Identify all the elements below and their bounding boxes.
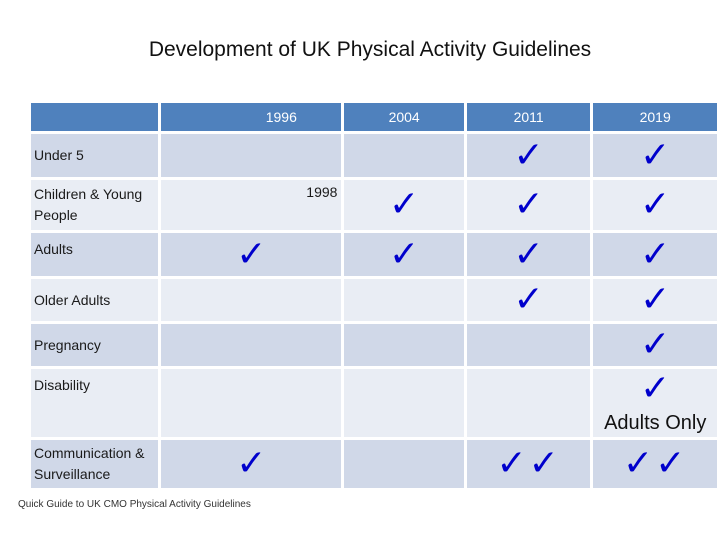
- double-check-icon: ✓✓: [496, 443, 561, 484]
- check-icon: ✓: [236, 443, 267, 484]
- check-icon: ✓: [640, 233, 671, 275]
- header-2019: 2019: [593, 103, 717, 131]
- row-label-pregnancy: Pregnancy: [31, 324, 159, 366]
- header-1996: 1996: [161, 103, 342, 131]
- cell-empty: [161, 369, 342, 437]
- table-row: Adults ✓ ✓ ✓ ✓: [31, 233, 717, 276]
- table-row: Older Adults ✓ ✓: [31, 279, 717, 321]
- cell-1996: ✓: [161, 440, 342, 488]
- cell-2011: ✓: [466, 134, 591, 177]
- cell-2019: ✓: [593, 279, 717, 321]
- table-row: Pregnancy ✓: [31, 324, 717, 366]
- header-2011: 2011: [466, 103, 591, 131]
- cell-2004: ✓: [344, 180, 464, 230]
- check-icon: ✓: [236, 233, 267, 275]
- row-label-older-adults: Older Adults: [31, 279, 159, 321]
- cell-2019: ✓: [593, 134, 717, 177]
- footer-caption: Quick Guide to UK CMO Physical Activity …: [18, 499, 251, 510]
- cell-2019: ✓✓: [593, 440, 717, 488]
- check-icon: ✓: [640, 279, 671, 320]
- check-icon: ✓: [513, 134, 544, 176]
- check-icon: ✓: [513, 184, 544, 225]
- check-icon: ✓: [513, 233, 544, 275]
- table-row: Communication & Surveillance ✓ ✓✓ ✓✓: [31, 440, 717, 488]
- page-title: Development of UK Physical Activity Guid…: [148, 38, 592, 61]
- header-corner: [31, 103, 159, 131]
- double-check-icon: ✓✓: [623, 443, 688, 484]
- cell-2019: ✓: [593, 233, 717, 276]
- header-2004: 2004: [344, 103, 464, 131]
- table-header-row: 1996 2004 2011 2019: [31, 103, 717, 131]
- cell-1996: ✓: [161, 233, 342, 276]
- check-icon: ✓: [640, 134, 671, 176]
- cell-2011: ✓: [466, 233, 591, 276]
- check-icon: ✓: [640, 324, 671, 365]
- cell-empty: [161, 324, 342, 366]
- table-row: Children & Young People 1998 ✓ ✓ ✓: [31, 180, 717, 230]
- guidelines-table: 1996 2004 2011 2019 Under 5 ✓ ✓ Children…: [28, 100, 720, 491]
- check-icon: ✓: [640, 368, 671, 409]
- cell-empty: [466, 369, 591, 437]
- table-row: Disability ✓ Adults Only: [31, 369, 717, 437]
- row-label-disability: Disability: [31, 369, 159, 437]
- check-icon: ✓: [389, 233, 420, 275]
- note-1998: 1998: [306, 184, 338, 200]
- cell-empty: [466, 324, 591, 366]
- cell-1996: 1998: [161, 180, 342, 230]
- cell-2011: ✓: [466, 279, 591, 321]
- cell-empty: [161, 279, 342, 321]
- row-label-communication: Communication & Surveillance: [31, 440, 159, 488]
- cell-2004: ✓: [344, 233, 464, 276]
- cell-2019: ✓: [593, 324, 717, 366]
- cell-2019: ✓: [593, 180, 717, 230]
- cell-empty: [344, 440, 464, 488]
- adults-only-note: Adults Only: [604, 412, 707, 434]
- cell-empty: [344, 324, 464, 366]
- row-label-adults: Adults: [31, 233, 159, 276]
- check-icon: ✓: [389, 184, 420, 225]
- cell-empty: [344, 369, 464, 437]
- table-row: Under 5 ✓ ✓: [31, 134, 717, 177]
- cell-2011: ✓: [466, 180, 591, 230]
- row-label-under-5: Under 5: [31, 134, 159, 177]
- check-icon: ✓: [640, 184, 671, 225]
- row-label-children: Children & Young People: [31, 180, 159, 230]
- cell-empty: [344, 279, 464, 321]
- cell-2019: ✓ Adults Only: [593, 369, 717, 437]
- check-icon: ✓: [513, 279, 544, 320]
- cell-2011: ✓✓: [466, 440, 591, 488]
- cell-empty: [344, 134, 464, 177]
- cell-empty: [161, 134, 342, 177]
